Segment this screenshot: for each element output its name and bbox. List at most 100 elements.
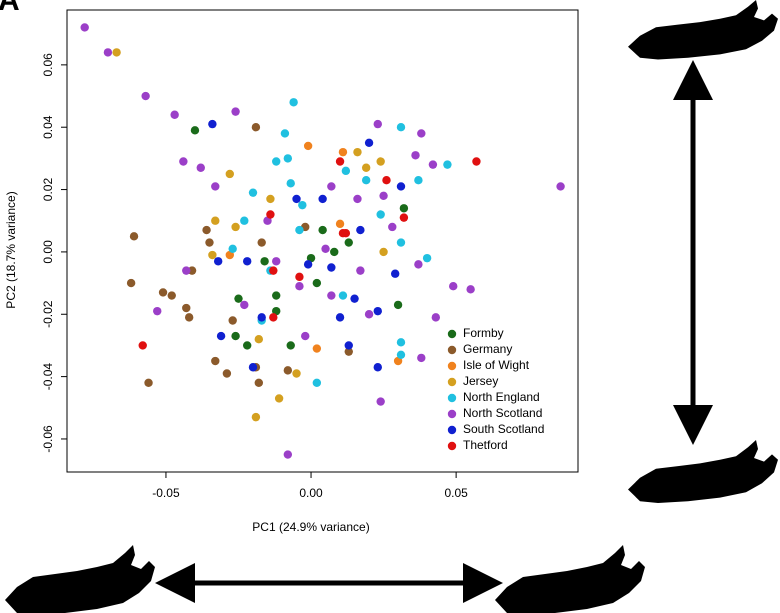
data-point [289,98,298,107]
data-point [112,48,121,57]
data-point [396,182,406,191]
data-point [382,176,391,185]
data-point [396,238,406,247]
data-point [254,378,264,388]
y-tick-label: 0.04 [41,115,55,139]
data-point [353,147,362,157]
data-point [312,278,322,288]
data-point [286,341,295,350]
data-point [126,278,136,288]
data-point [417,353,426,363]
data-point [138,341,147,350]
data-point [399,204,409,213]
data-point [196,163,205,172]
data-point [556,182,565,191]
data-point [449,282,458,291]
data-point [211,216,220,225]
data-point [248,188,258,197]
legend-marker [447,377,457,387]
data-point [341,229,351,238]
plot-frame [66,9,579,473]
data-point [396,338,406,347]
data-point [283,154,293,163]
data-point [167,291,176,300]
data-point [251,412,261,422]
y-tick-label: 0.00 [41,240,55,264]
data-point [153,306,162,316]
data-point [411,151,420,160]
legend-label: South Scotland [463,422,544,436]
data-point [379,247,388,257]
data-point [428,160,438,169]
data-point [242,257,252,266]
legend-label: North England [463,390,540,404]
data-point [303,260,313,269]
data-point [182,303,191,313]
data-point [208,119,217,129]
data-point [373,306,382,316]
data-point [242,341,252,350]
x-tick-label: 0.00 [299,486,323,500]
data-point [274,394,284,403]
panel-label: A [0,0,20,17]
data-point [202,225,211,235]
y-tick-label: -0.04 [41,363,55,391]
data-point [129,232,139,241]
data-point [269,266,278,275]
data-point [80,23,89,32]
data-point [208,250,217,260]
data-point [234,294,243,303]
data-point [327,182,336,191]
data-point [184,313,194,322]
data-point [272,291,281,300]
data-point [472,157,481,166]
data-point [283,366,293,375]
data-point [280,129,290,138]
data-point [295,282,304,291]
data-point [431,313,441,322]
data-point [190,126,200,135]
data-point [248,363,258,372]
data-point [141,91,150,101]
data-point [318,194,327,204]
legend-marker [447,393,457,403]
data-point [344,238,353,247]
data-point [298,200,307,210]
legend-marker [447,361,457,371]
data-point [353,194,362,204]
y-tick-label: 0.02 [41,178,55,202]
data-point [399,213,409,222]
data-point [103,48,113,57]
data-point [335,219,345,229]
data-point [266,210,275,219]
data-point [335,313,345,322]
x-axis-label: PC1 (24.9% variance) [252,520,369,534]
data-point [170,110,179,119]
data-point [292,369,301,378]
data-point [272,306,281,316]
data-point [330,247,339,257]
data-point [251,123,261,132]
data-point [312,378,322,388]
data-point [231,107,240,116]
data-point [327,263,336,272]
legend-marker [447,329,457,339]
data-point [379,191,388,200]
data-point [266,194,275,204]
data-point [283,450,293,459]
data-point [211,182,220,191]
data-point [393,356,403,366]
data-point [390,269,400,278]
data-point [225,250,234,260]
data-point [364,138,374,148]
data-point [257,238,266,247]
data-point [301,331,310,341]
legend-marker [447,425,457,435]
data-point [466,285,475,294]
y-tick-label: -0.06 [41,425,55,453]
data-point [373,363,382,372]
y-tick-label: 0.06 [41,53,55,77]
jaw-silhouette [628,0,778,60]
data-point [240,216,249,225]
